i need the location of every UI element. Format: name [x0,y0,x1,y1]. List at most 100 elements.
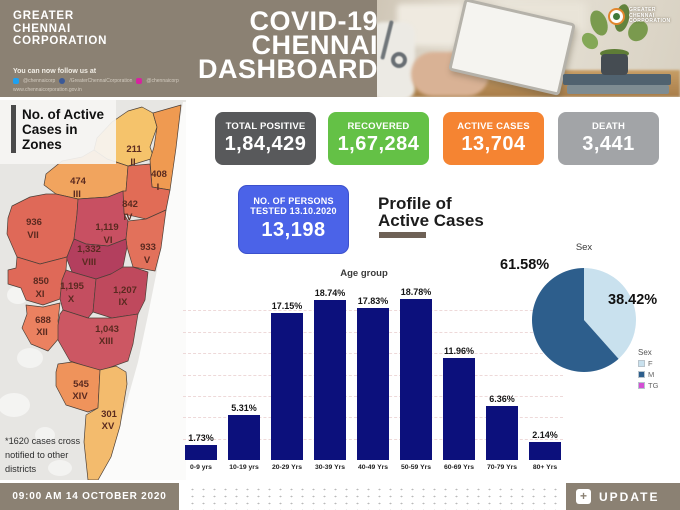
zone-XIII-shape [57,309,139,372]
twitter-icon[interactable] [13,78,19,84]
bar-value-label: 17.15% [271,301,303,311]
zone-IX-value: 1,207 [113,285,137,296]
zone-III-label: III [73,189,81,200]
stat-label: ACTIVE CASES [457,121,530,132]
zone-X-value: 1,195 [60,281,84,292]
org-name: GREATER CHENNAI CORPORATION [13,10,107,48]
website-url[interactable]: www.chennaicorporation.gov.in [13,87,82,93]
stat-label: DEATH [591,121,626,132]
legend-item-male: M [638,370,658,379]
persons-tested-box: NO. OF PERSONS TESTED 13.10.2020 13,198 [238,185,349,254]
profile-section-title: Profile of Active Cases [378,194,484,230]
stat-death: DEATH 3,441 [558,112,659,165]
zone-VI-label: VI [104,235,113,246]
facebook-handle[interactable]: /GreaterChennaiCorporation [69,78,133,84]
facebook-icon[interactable] [59,78,66,84]
dashboard-title: COVID-19 CHENNAI DASHBOARD [160,6,378,84]
bar-value-label: 1.73% [188,433,214,443]
stat-recovered: RECOVERED 1,67,284 [328,112,429,165]
stat-value: 3,441 [582,133,635,155]
zone-XI-shape [7,256,68,306]
stat-value: 13,704 [461,133,526,155]
tested-label-line2: TESTED 13.10.2020 [250,206,337,216]
legend-item-tg: TG [638,381,658,390]
twitter-handle[interactable]: @chennaicorp [23,78,56,84]
age-bar-10-19 yrs [228,415,260,460]
title-line2: CHENNAI [251,30,378,60]
map-title-bar [11,105,16,153]
zone-XIV-shape [55,361,101,413]
zone-XIV-value: 545 [73,379,90,390]
age-bar-30-39 Yrs [314,300,346,460]
zone-V-label: V [144,255,151,266]
age-bar-70-79 Yrs [486,406,518,460]
doctor-photo: GREATER CHENNAI CORPORATION [377,0,680,97]
photo-books-2 [567,85,669,94]
update-button-label: UPDATE [599,489,660,504]
org-name-line3: CORPORATION [13,35,108,47]
stat-total-positive: TOTAL POSITIVE 1,84,429 [215,112,316,165]
zone-XV-label: XV [102,421,115,432]
gcc-logo-center [613,13,620,20]
age-bar-60-69 Yrs [443,358,475,460]
zone-XI-value: 850 [33,276,49,287]
org-name-line2: CHENNAI [13,22,71,35]
map-title-line2: Cases in [22,122,78,137]
zone-II-value: 211 [126,144,142,155]
instagram-handle[interactable]: @chennaicorp [146,78,179,84]
tested-value: 13,198 [261,219,326,241]
bar-value-label: 6.36% [489,394,515,404]
timestamp-bar: 09:00 AM 14 OCTOBER 2020 [0,483,179,510]
bar-category-label: 10-19 yrs [229,464,259,471]
bar-category-label: 0-9 yrs [190,464,212,471]
pie-male-percent: 61.58% [500,257,550,273]
bar-value-label: 11.96% [443,346,475,356]
bar-category-label: 80+ Yrs [532,464,558,471]
stethoscope-icon [391,52,407,68]
bar-category-label: 60-69 Yrs [443,464,475,471]
zone-VIII-label: VIII [82,257,96,268]
dots-pattern [185,484,557,510]
zone-XV-shape [83,365,128,480]
zone-II-label: II [130,157,135,168]
gcc-logo-text: GREATER CHENNAI CORPORATION [629,7,671,25]
stat-label: RECOVERED [347,121,410,132]
zones-map-panel: 211 II 408 I 474 III 842 IV 936 VII 1,11… [0,100,186,480]
update-plus-icon: + [576,489,591,504]
zone-VI-value: 1,119 [95,222,118,233]
zone-VIII-value: 1,332 [77,244,101,255]
zone-VII-label: VII [27,230,39,241]
age-bar-0-9 yrs [185,445,217,460]
title-line1: COVID-19 [249,6,378,36]
zone-IX-shape [92,266,149,319]
zone-XIII-value: 1,043 [95,324,119,335]
zone-VI-shape [73,190,129,247]
follow-us-text: You can now follow us at [13,68,97,75]
social-links-row: @chennaicorp /GreaterChennaiCorporation … [13,78,179,84]
bar-value-label: 18.74% [314,288,346,298]
instagram-icon[interactable] [136,78,143,84]
map-title-line1: No. of Active [22,107,105,122]
sea-area [96,102,186,480]
zone-I-label: I [157,182,160,193]
bar-value-label: 2.14% [532,430,558,440]
map-title-backdrop [0,100,116,164]
title-line3: DASHBOARD [198,54,378,84]
bar-category-label: 40-49 Yrs [357,464,389,471]
map-footnote-line1: *1620 cases cross [5,436,80,446]
map-title-line3: Zones [22,137,62,152]
header-bar: GREATER CHENNAI CORPORATION You can now … [0,0,680,97]
zone-XII-label: XII [36,327,48,338]
update-button[interactable]: + UPDATE [566,483,680,510]
zone-XII-value: 688 [35,315,51,326]
legend-item-female: F [638,359,658,368]
bar-category-label: 20-29 Yrs [271,464,303,471]
photo-books [563,74,671,85]
pie-slice-F [584,268,636,359]
stat-value: 1,84,429 [224,133,307,155]
zone-III-value: 474 [70,176,87,187]
age-bar-50-59 Yrs [400,299,432,460]
zone-IV-label: IV [124,212,134,223]
plant-pot [601,54,628,75]
